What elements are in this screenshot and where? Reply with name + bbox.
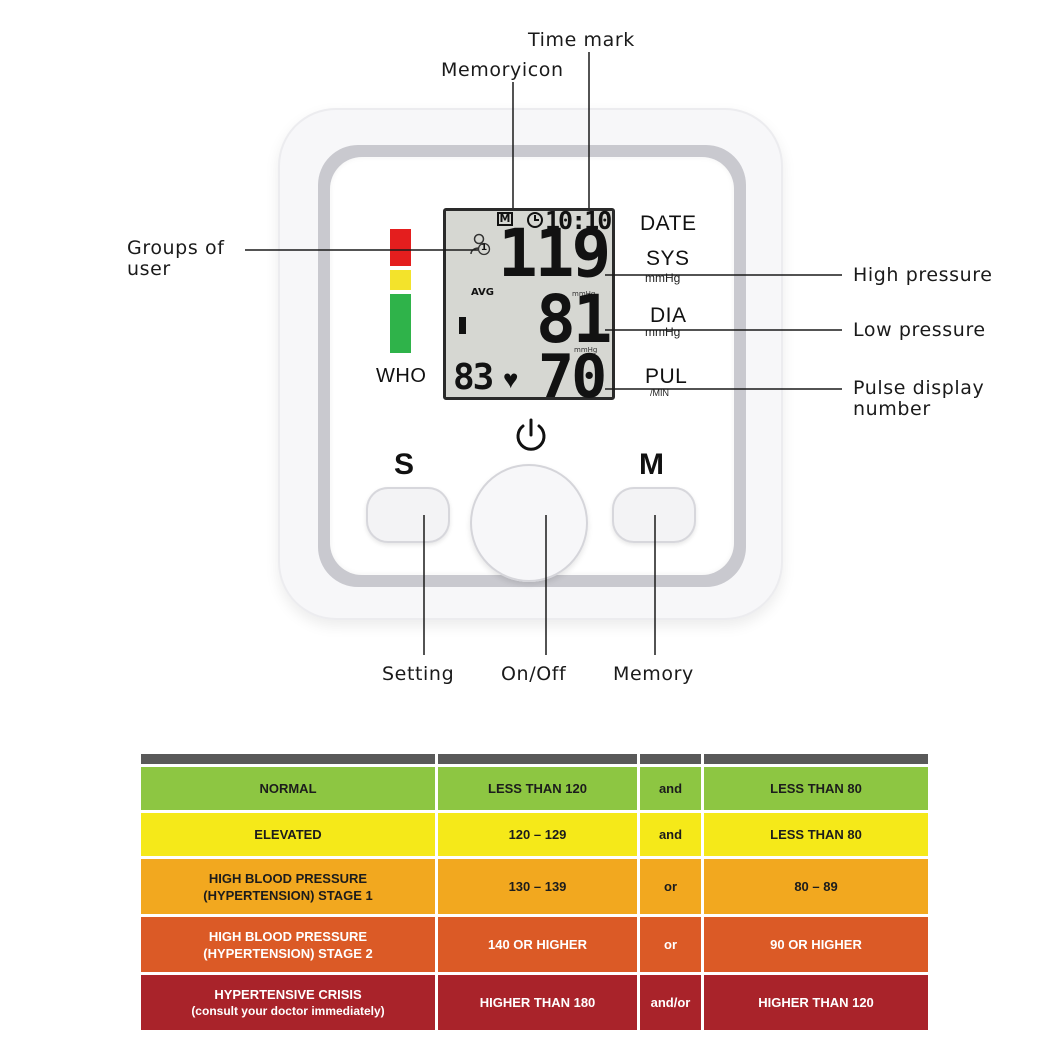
join-cell: or <box>637 914 701 972</box>
category-cell: HYPERTENSIVE CRISIS (consult your doctor… <box>141 972 435 1030</box>
callout-low-pressure: Low pressure <box>853 319 986 341</box>
header-cell <box>637 754 701 764</box>
category-cell: HIGH BLOOD PRESSURE (HYPERTENSION) STAGE… <box>141 856 435 914</box>
clock-icon <box>527 212 543 228</box>
lcd-time: 10:10 <box>545 206 612 235</box>
join-cell: or <box>637 856 701 914</box>
dia-unit-small: mmHg <box>574 346 598 354</box>
power-button[interactable] <box>470 464 588 582</box>
setting-button-letter: S <box>394 448 415 481</box>
memory-button-letter: M <box>639 448 664 481</box>
join-cell: and/or <box>637 972 701 1030</box>
category-cell: NORMAL <box>141 764 435 810</box>
date-label: DATE <box>640 212 697 235</box>
category-cell: ELEVATED <box>141 810 435 856</box>
callout-high-pressure: High pressure <box>853 264 993 286</box>
header-cell <box>701 754 928 764</box>
blood-pressure-table: NORMAL LESS THAN 120 and LESS THAN 80 EL… <box>141 754 928 1030</box>
diastolic-value: 81 <box>536 281 613 358</box>
callout-memory: Memory <box>613 663 694 685</box>
join-cell: and <box>637 764 701 810</box>
systolic-cell: LESS THAN 120 <box>435 764 637 810</box>
power-icon <box>516 418 546 451</box>
callout-on-off: On/Off <box>501 663 567 685</box>
setting-button[interactable] <box>366 487 450 543</box>
table-row-normal: NORMAL LESS THAN 120 and LESS THAN 80 <box>141 764 928 810</box>
callout-pulse-display: Pulse display number <box>853 377 985 420</box>
battery-segment <box>459 317 466 334</box>
table-row-stage-1: HIGH BLOOD PRESSURE (HYPERTENSION) STAGE… <box>141 856 928 914</box>
heart-icon: ♥ <box>503 364 519 394</box>
user-group-number: 1 <box>480 243 488 253</box>
diastolic-cell: LESS THAN 80 <box>701 810 928 856</box>
pulse-value: 70 <box>538 342 607 412</box>
callout-time-mark: Time mark <box>528 29 635 51</box>
sys-unit-small: mmHg <box>572 290 596 298</box>
who-indicator-green <box>390 294 411 353</box>
pul-unit: /MIN <box>650 388 669 398</box>
memory-indicator-icon: M <box>497 212 513 226</box>
table-row-crisis: HYPERTENSIVE CRISIS (consult your doctor… <box>141 972 928 1030</box>
category-cell: HIGH BLOOD PRESSURE (HYPERTENSION) STAGE… <box>141 914 435 972</box>
join-cell: and <box>637 810 701 856</box>
sys-label: SYS <box>646 247 690 270</box>
who-indicator-yellow <box>390 270 411 290</box>
who-label: WHO <box>376 365 427 387</box>
diastolic-cell: 90 OR HIGHER <box>701 914 928 972</box>
memory-count: 83 <box>453 357 494 398</box>
header-cell <box>435 754 637 764</box>
table-row-stage-2: HIGH BLOOD PRESSURE (HYPERTENSION) STAGE… <box>141 914 928 972</box>
dia-label: DIA <box>650 304 687 327</box>
systolic-cell: 120 – 129 <box>435 810 637 856</box>
lcd-display <box>443 208 615 400</box>
callout-setting: Setting <box>382 663 455 685</box>
dia-unit: mmHg <box>645 325 681 339</box>
avg-label: AVG <box>471 287 495 298</box>
systolic-cell: HIGHER THAN 180 <box>435 972 637 1030</box>
user-group-icon <box>470 233 491 256</box>
memory-button[interactable] <box>612 487 696 543</box>
diastolic-cell: 80 – 89 <box>701 856 928 914</box>
diastolic-cell: HIGHER THAN 120 <box>701 972 928 1030</box>
table-row-elevated: ELEVATED 120 – 129 and LESS THAN 80 <box>141 810 928 856</box>
table-header-row <box>141 754 928 764</box>
systolic-cell: 140 OR HIGHER <box>435 914 637 972</box>
pul-label: PUL <box>645 365 688 388</box>
who-indicator-red <box>390 229 411 266</box>
header-cell <box>141 754 435 764</box>
callout-memory-icon: Memoryicon <box>441 59 564 81</box>
systolic-cell: 130 – 139 <box>435 856 637 914</box>
systolic-value: 119 <box>498 215 611 292</box>
callout-groups-of-user: Groups of user <box>127 237 225 280</box>
callout-leader-lines <box>245 52 842 655</box>
diastolic-cell: LESS THAN 80 <box>701 764 928 810</box>
